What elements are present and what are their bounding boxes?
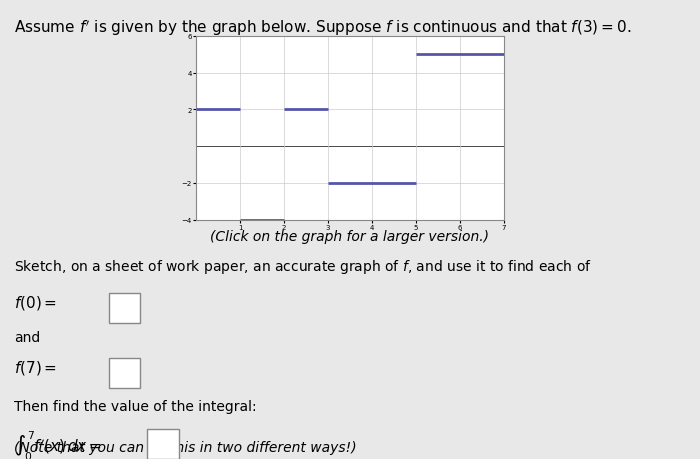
- FancyBboxPatch shape: [108, 358, 140, 388]
- Text: $f(0) =$: $f(0) =$: [14, 294, 57, 312]
- Text: $\int_0^7 f^{\prime}(x)\,dx =$: $\int_0^7 f^{\prime}(x)\,dx =$: [14, 429, 102, 459]
- Text: $f(7) =$: $f(7) =$: [14, 358, 57, 376]
- FancyBboxPatch shape: [147, 429, 178, 459]
- Text: (Note that you can do this in two different ways!): (Note that you can do this in two differ…: [14, 441, 356, 454]
- Text: Assume $f^{\prime}$ is given by the graph below. Suppose $f$ is continuous and t: Assume $f^{\prime}$ is given by the grap…: [14, 18, 631, 38]
- Text: (Click on the graph for a larger version.): (Click on the graph for a larger version…: [211, 230, 489, 243]
- Text: and: and: [14, 330, 41, 344]
- Text: Sketch, on a sheet of work paper, an accurate graph of $f$, and use it to find e: Sketch, on a sheet of work paper, an acc…: [14, 257, 592, 275]
- Text: Then find the value of the integral:: Then find the value of the integral:: [14, 399, 257, 413]
- FancyBboxPatch shape: [108, 294, 140, 324]
